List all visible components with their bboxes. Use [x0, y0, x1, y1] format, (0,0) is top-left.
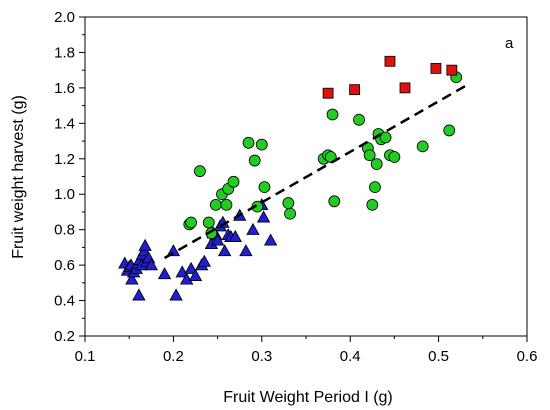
y-tick-label: 0.4: [54, 293, 75, 310]
data-points: [118, 55, 466, 301]
y-tick-label: 0.8: [54, 222, 75, 239]
y-tick-label: 1.6: [54, 80, 75, 97]
triangle-point: [228, 229, 242, 242]
x-tick-label: 0.2: [163, 348, 184, 365]
y-tick-label: 0.6: [54, 257, 75, 274]
circle-point: [258, 181, 271, 194]
square-point: [322, 87, 334, 99]
circle-point: [227, 175, 240, 188]
circle-point: [379, 131, 392, 144]
x-tick-label: 0.1: [75, 348, 96, 365]
circle-point: [443, 124, 456, 137]
y-tick-label: 1.8: [54, 44, 75, 61]
square-point: [384, 55, 396, 67]
circle-point: [220, 198, 233, 211]
x-axis-title: Fruit Weight Period I (g): [223, 389, 393, 406]
circle-point: [248, 154, 261, 167]
square-point: [399, 82, 411, 94]
triangle-point: [138, 238, 152, 251]
circle-point: [255, 138, 268, 151]
y-tick-label: 1.2: [54, 151, 75, 168]
triangle-point: [157, 267, 172, 280]
circle-point: [326, 108, 339, 121]
square-point: [430, 62, 442, 74]
y-tick-label: 2.0: [54, 9, 75, 26]
y-axis-title: Fruit weight harvest (g): [10, 95, 27, 259]
x-tick-label: 0.4: [340, 348, 361, 365]
triangle-point: [169, 288, 183, 301]
circle-point: [202, 216, 215, 229]
circle-point: [282, 197, 295, 209]
circle-point: [209, 198, 222, 211]
triangle-point: [246, 222, 260, 235]
circle-point: [353, 113, 365, 126]
x-tick-label: 0.5: [428, 348, 449, 365]
triangle-point: [263, 233, 278, 246]
axis-ticks: 0.1 0.2 0.3 0.4 0.5 0.60.20.40.60.81.01.21.41…: [54, 9, 537, 365]
circle-point: [284, 207, 296, 220]
y-tick-label: 0.2: [54, 328, 75, 345]
circle-point: [416, 140, 429, 153]
x-tick-label: 0.3: [251, 348, 272, 365]
y-tick-label: 1.4: [54, 115, 75, 132]
circle-point: [328, 195, 341, 208]
circle-point: [242, 136, 255, 149]
triangle-point: [179, 272, 194, 285]
circle-point: [324, 151, 337, 163]
triangle-point: [166, 244, 181, 257]
circle-point: [388, 151, 401, 163]
triangle-point: [239, 244, 253, 257]
triangle-point: [175, 265, 189, 278]
triangle-point: [125, 272, 139, 285]
circle-point: [194, 165, 206, 178]
x-tick-label: 0.6: [517, 348, 538, 365]
circle-point: [369, 181, 381, 194]
triangle-point: [184, 261, 198, 274]
regression-line: [163, 85, 466, 260]
triangle-point: [210, 233, 225, 246]
square-point: [446, 64, 458, 76]
triangle-point: [197, 254, 212, 267]
circle-point: [366, 198, 379, 211]
triangle-point: [132, 288, 146, 301]
triangle-point: [217, 244, 232, 257]
circle-point: [363, 149, 376, 162]
circle-point: [370, 158, 383, 170]
triangle-point: [256, 210, 271, 223]
triangle-point: [144, 258, 158, 271]
panel-label: a: [505, 35, 514, 52]
triangle-point: [188, 268, 203, 281]
circle-point: [185, 216, 197, 229]
square-point: [349, 84, 361, 96]
circle-point: [251, 200, 264, 213]
y-tick-label: 1.0: [54, 186, 75, 203]
